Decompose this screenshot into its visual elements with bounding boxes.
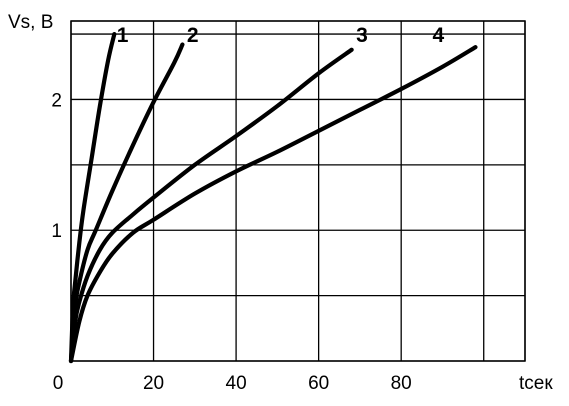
series-line-4	[68, 45, 478, 364]
series-labels: 1 2 3 4	[117, 24, 445, 47]
plot-frame	[70, 20, 526, 362]
x-tick-label-80: 80	[391, 373, 412, 394]
series-label-2: 2	[187, 24, 199, 47]
series-label-3: 3	[356, 24, 368, 47]
series-label-4: 4	[432, 24, 444, 47]
series-label-1: 1	[117, 24, 129, 47]
x-tick-label-60: 60	[308, 373, 329, 394]
y-tick-label-1: 1	[51, 221, 62, 242]
y-tick-label-2: 2	[51, 90, 62, 111]
series-line-3	[68, 47, 354, 364]
grid	[70, 20, 526, 362]
x-tick-label-20: 20	[143, 373, 164, 394]
series-line-2	[68, 42, 185, 364]
x-tick-label-40: 40	[226, 373, 247, 394]
y-axis-label: Vs, В	[8, 12, 53, 33]
series-curves	[68, 31, 478, 364]
series-line-1	[68, 31, 117, 364]
x-axis-label: tсек	[519, 373, 553, 394]
x-tick-label-0: 0	[53, 373, 64, 394]
tick-labels: 0 20 40 60 80 1 2	[51, 90, 411, 394]
